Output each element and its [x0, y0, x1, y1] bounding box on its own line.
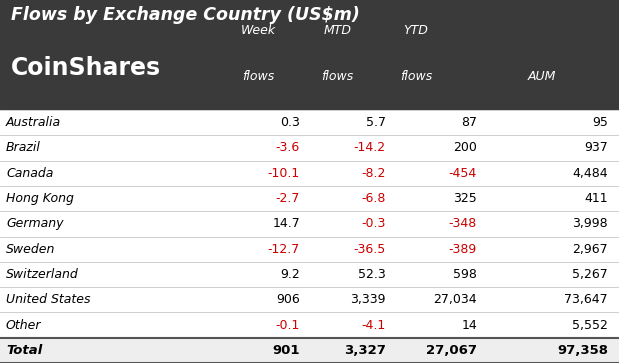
Text: 5,267: 5,267	[572, 268, 608, 281]
Text: 906: 906	[276, 293, 300, 306]
Text: Australia: Australia	[6, 116, 61, 129]
Text: 5.7: 5.7	[366, 116, 386, 129]
Text: -8.2: -8.2	[361, 167, 386, 180]
Text: 411: 411	[584, 192, 608, 205]
Text: -454: -454	[449, 167, 477, 180]
Text: 9.2: 9.2	[280, 268, 300, 281]
Text: Sweden: Sweden	[6, 242, 55, 256]
Text: -36.5: -36.5	[353, 242, 386, 256]
Text: flows: flows	[400, 70, 432, 83]
Text: YTD: YTD	[404, 24, 428, 37]
Text: -4.1: -4.1	[361, 319, 386, 331]
Text: 598: 598	[453, 268, 477, 281]
Text: Other: Other	[6, 319, 41, 331]
Text: Canada: Canada	[6, 167, 53, 180]
Text: flows: flows	[321, 70, 353, 83]
Text: -10.1: -10.1	[268, 167, 300, 180]
Text: 937: 937	[584, 142, 608, 154]
Text: CoinShares: CoinShares	[11, 56, 162, 80]
Text: Hong Kong: Hong Kong	[6, 192, 74, 205]
Text: 87: 87	[461, 116, 477, 129]
Text: Flows by Exchange Country (US$m): Flows by Exchange Country (US$m)	[11, 5, 360, 24]
Text: 325: 325	[453, 192, 477, 205]
Text: Week: Week	[241, 24, 276, 37]
Text: 200: 200	[453, 142, 477, 154]
Text: -14.2: -14.2	[354, 142, 386, 154]
Text: -348: -348	[449, 217, 477, 231]
Text: flows: flows	[243, 70, 275, 83]
Text: -6.8: -6.8	[361, 192, 386, 205]
Bar	[0, 338, 619, 363]
Text: 2,967: 2,967	[573, 242, 608, 256]
Text: 14.7: 14.7	[272, 217, 300, 231]
Text: 5,552: 5,552	[572, 319, 608, 331]
Text: 4,484: 4,484	[573, 167, 608, 180]
Text: 3,327: 3,327	[344, 344, 386, 357]
Text: Switzerland: Switzerland	[6, 268, 79, 281]
Text: United States: United States	[6, 293, 90, 306]
Text: -389: -389	[449, 242, 477, 256]
Text: 27,034: 27,034	[433, 293, 477, 306]
Text: 0.3: 0.3	[280, 116, 300, 129]
Text: 14: 14	[461, 319, 477, 331]
Text: MTD: MTD	[323, 24, 352, 37]
Text: -0.3: -0.3	[361, 217, 386, 231]
Text: 901: 901	[272, 344, 300, 357]
Text: 3,339: 3,339	[350, 293, 386, 306]
Text: 95: 95	[592, 116, 608, 129]
Text: Germany: Germany	[6, 217, 64, 231]
Text: -2.7: -2.7	[275, 192, 300, 205]
Text: -12.7: -12.7	[268, 242, 300, 256]
Text: 3,998: 3,998	[573, 217, 608, 231]
Text: -3.6: -3.6	[275, 142, 300, 154]
Text: -0.1: -0.1	[275, 319, 300, 331]
Text: Brazil: Brazil	[6, 142, 41, 154]
Text: 73,647: 73,647	[565, 293, 608, 306]
Text: 52.3: 52.3	[358, 268, 386, 281]
Text: AUM: AUM	[527, 70, 556, 83]
Text: 27,067: 27,067	[426, 344, 477, 357]
Text: Total: Total	[6, 344, 42, 357]
Text: 97,358: 97,358	[557, 344, 608, 357]
